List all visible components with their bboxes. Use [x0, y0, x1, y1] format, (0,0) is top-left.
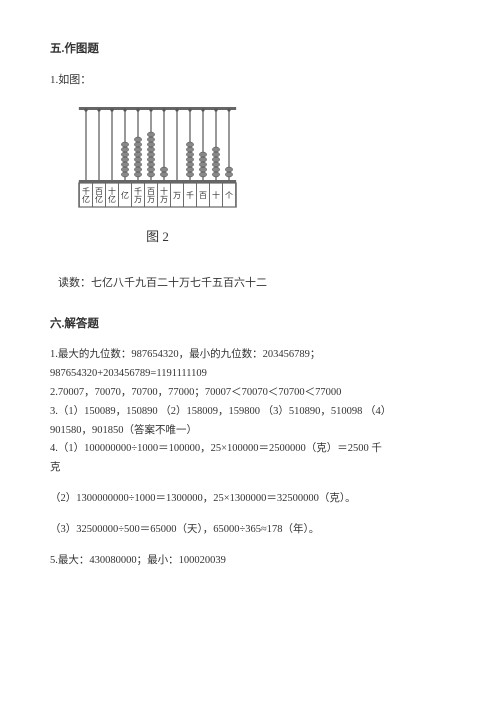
section-6-heading: 六.解答题 [50, 315, 460, 333]
svg-text:百: 百 [199, 191, 207, 200]
answer-line: 2.70007，70070，70700，77000；70007＜70070＜70… [50, 385, 460, 402]
figure-caption: 图 2 [70, 227, 245, 248]
svg-text:万: 万 [173, 191, 181, 200]
question-1-label: 1.如图： [50, 72, 460, 90]
svg-text:千: 千 [186, 190, 194, 200]
answer-line: 1.最大的九位数：987654320，最小的九位数：203456789； [50, 347, 460, 364]
svg-text:个: 个 [225, 191, 233, 200]
svg-text:十: 十 [212, 190, 220, 200]
svg-text:亿: 亿 [95, 194, 103, 204]
answers-block: （2）1300000000÷1000＝1300000，25×1300000＝32… [50, 491, 460, 508]
answer-line: 4.（1）100000000÷1000＝100000，25×100000＝250… [50, 441, 460, 458]
answer-line: 克 [50, 460, 460, 477]
svg-text:万: 万 [134, 195, 142, 204]
svg-text:万: 万 [160, 195, 168, 204]
reading-prefix: 读数： [58, 277, 91, 289]
section-5-heading: 五.作图题 [50, 40, 460, 58]
reading-value: 七亿八千九百二十万七千五百六十二 [91, 277, 267, 289]
answer-line: （2）1300000000÷1000＝1300000，25×1300000＝32… [50, 491, 460, 508]
svg-text:万: 万 [147, 195, 155, 204]
answer-line: 5.最大：430080000；最小：100020039 [50, 553, 460, 570]
abacus-figure: 千亿百亿十亿亿千万百万十万万千百十个 [70, 104, 460, 221]
answer-line: 987654320+203456789=1191111109 [50, 366, 460, 383]
answer-line: 901580，901850（答案不唯一） [50, 423, 460, 440]
answer-line: （3）32500000÷500＝65000（天），65000÷365≈178（年… [50, 522, 460, 539]
answers-block: 5.最大：430080000；最小：100020039 [50, 553, 460, 570]
answer-line: 3.（1）150089，150890 （2）158009，159800 （3）5… [50, 404, 460, 421]
abacus-svg: 千亿百亿十亿亿千万百万十万万千百十个 [70, 104, 245, 214]
svg-text:亿: 亿 [108, 194, 116, 204]
answers-block: 1.最大的九位数：987654320，最小的九位数：203456789； 9876… [50, 347, 460, 477]
reading-line: 读数：七亿八千九百二十万七千五百六十二 [58, 275, 460, 293]
svg-text:亿: 亿 [82, 194, 90, 204]
svg-text:亿: 亿 [121, 190, 129, 200]
answers-block: （3）32500000÷500＝65000（天），65000÷365≈178（年… [50, 522, 460, 539]
